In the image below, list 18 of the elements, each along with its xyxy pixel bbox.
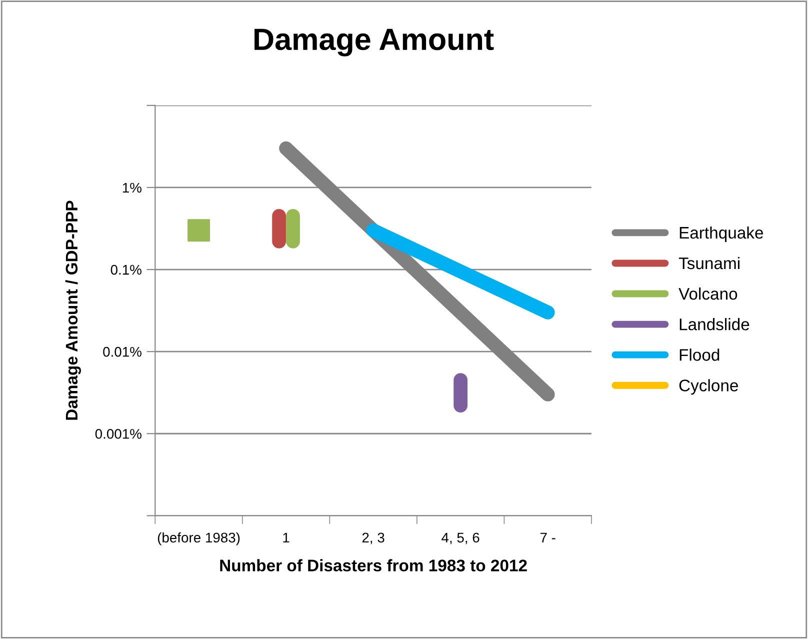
chart-title: Damage Amount — [254, 28, 494, 56]
y-tick-label: 0.1% — [110, 264, 142, 275]
y-axis-title: Damage Amount / GDP-PPP — [65, 200, 81, 420]
y-tick-label: 0.001% — [95, 428, 142, 439]
legend-label: Volcano — [678, 288, 738, 300]
x-tick-label: 4, 5, 6 — [442, 532, 480, 544]
x-tick-label: (before 1983) — [158, 532, 240, 546]
y-tick-label: 0.01% — [103, 346, 142, 357]
x-tick-label: 2, 3 — [362, 532, 384, 544]
legend-label: Earthquake — [680, 226, 764, 242]
x-tick-label: 7 - — [540, 532, 556, 542]
legend-label: Landslide — [680, 318, 750, 330]
x-tick-label: 1 — [283, 532, 290, 542]
x-axis-title: Number of Disasters from 1983 to 2012 — [220, 559, 527, 572]
legend-label: Tsunami — [678, 256, 740, 270]
y-tick-label: 1% — [122, 182, 142, 193]
legend-label: Flood — [680, 348, 720, 361]
legend-label: Cyclone — [679, 379, 738, 395]
